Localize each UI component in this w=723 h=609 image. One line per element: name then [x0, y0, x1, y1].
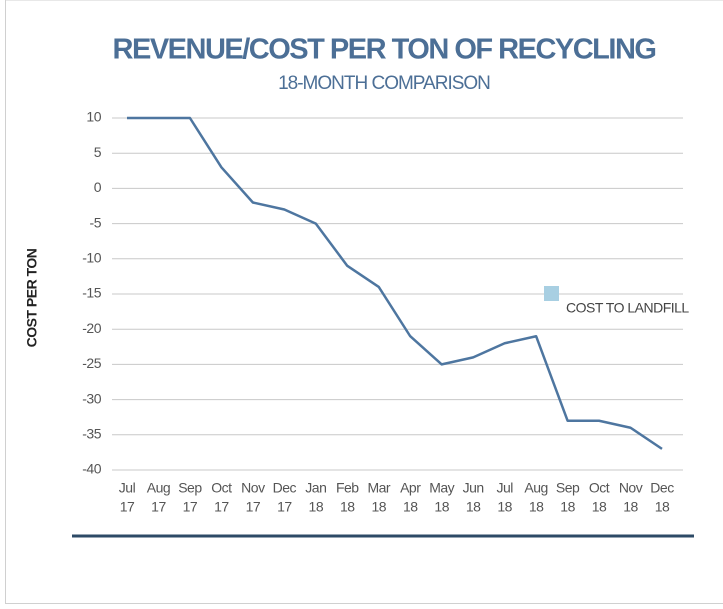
y-tick-label: 10 — [86, 109, 101, 125]
y-tick-label: -20 — [82, 320, 101, 336]
y-tick-label: -15 — [82, 285, 101, 301]
x-tick-label: Jul — [119, 480, 136, 496]
x-tick-label: Jun — [463, 480, 484, 496]
y-tick-label: -40 — [82, 461, 101, 477]
x-tick-label: Nov — [241, 480, 265, 496]
x-tick-label: 18 — [403, 499, 418, 515]
x-tick-label: Jan — [305, 480, 326, 496]
y-tick-label: -30 — [82, 390, 101, 406]
x-tick-label: 17 — [183, 499, 198, 515]
x-tick-label: Dec — [273, 480, 297, 496]
y-tick-label: 0 — [94, 179, 102, 195]
chart-title: REVENUE/COST PER TON OF RECYCLING — [113, 34, 656, 66]
x-tick-label: 17 — [246, 499, 261, 515]
y-axis-label: COST PER TON — [24, 248, 40, 347]
x-tick-label: Oct — [211, 480, 232, 496]
x-tick-label: Mar — [367, 480, 390, 496]
x-tick-label: 18 — [497, 499, 512, 515]
x-tick-label: 17 — [120, 499, 135, 515]
y-tick-label: -35 — [82, 426, 101, 442]
x-tick-label: May — [429, 480, 454, 496]
x-tick-label: Dec — [650, 480, 674, 496]
x-tick-label: Feb — [336, 480, 359, 496]
x-tick-label: Apr — [400, 480, 421, 496]
x-tick-label: 18 — [529, 499, 544, 515]
x-tick-label: Sep — [556, 480, 580, 496]
y-tick-label: -10 — [82, 250, 101, 266]
x-tick-label: 18 — [592, 499, 607, 515]
x-tick-label: Oct — [589, 480, 610, 496]
x-tick-label: 18 — [623, 499, 638, 515]
x-tick-label: 17 — [151, 499, 166, 515]
x-tick-label: 18 — [309, 499, 324, 515]
x-tick-label: 18 — [371, 499, 386, 515]
x-tick-label: Jul — [496, 480, 513, 496]
x-tick-label: 17 — [277, 499, 292, 515]
x-tick-label: 18 — [560, 499, 575, 515]
y-tick-label: 5 — [94, 144, 102, 160]
x-tick-label: Aug — [524, 480, 547, 496]
legend-swatch — [544, 286, 559, 301]
x-tick-label: 18 — [340, 499, 355, 515]
x-tick-label: Nov — [619, 480, 643, 496]
x-tick-label: 17 — [214, 499, 229, 515]
x-tick-label: 18 — [434, 499, 449, 515]
legend-label: COST TO LANDFILL — [566, 300, 689, 316]
x-tick-label: 18 — [655, 499, 670, 515]
y-tick-label: -5 — [90, 214, 102, 230]
x-tick-label: 18 — [466, 499, 481, 515]
x-tick-label: Sep — [178, 480, 202, 496]
x-tick-label: Aug — [147, 480, 170, 496]
chart-subtitle: 18-MONTH COMPARISON — [278, 73, 490, 94]
y-tick-label: -25 — [82, 355, 101, 371]
